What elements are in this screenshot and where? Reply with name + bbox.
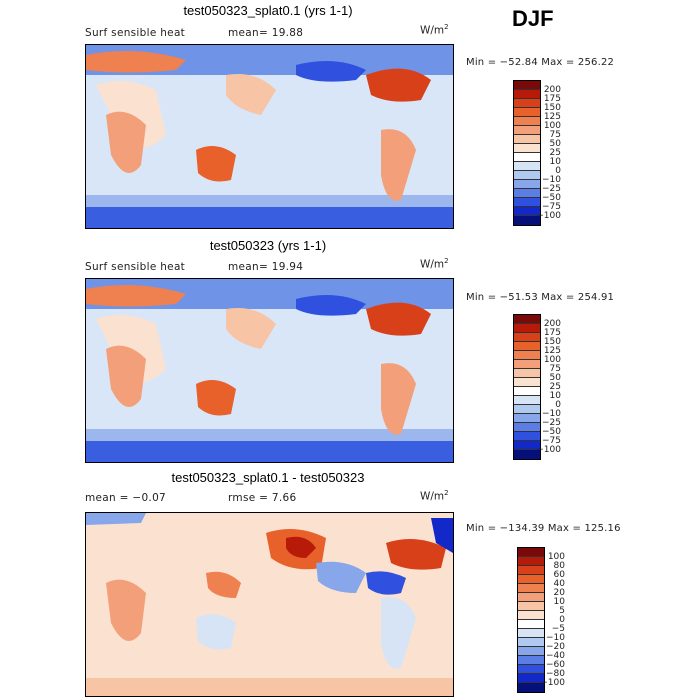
panel-title: test050323_splat0.1 - test050323 [171, 470, 365, 485]
mean-label: mean = −0.07 [85, 492, 167, 504]
panel-1: test050323_splat0.1 (yrs 1-1) Surf sensi… [0, 0, 700, 235]
world-map [85, 278, 454, 463]
colorbar-ticks: 200 175 150 125 100 75 50 25 10 0 −10 −25 −50−… [536, 85, 561, 221]
colorbar [513, 314, 541, 460]
colorbar [517, 547, 545, 693]
unit-label: W/m2 [420, 257, 449, 271]
panel-title: test050323_splat0.1 (yrs 1-1) [183, 3, 353, 18]
map-field [86, 513, 453, 696]
season-label: DJF [512, 6, 554, 31]
unit-label: W/m2 [420, 23, 449, 37]
map-field [86, 279, 453, 462]
field-label: Surf sensible heat [85, 261, 186, 273]
mean-label: mean= 19.88 [228, 27, 304, 39]
mean-label: mean= 19.94 [228, 261, 304, 273]
world-map [85, 44, 454, 229]
rmse-label: rmse = 7.66 [228, 492, 297, 504]
minmax-label: Min = −134.39 Max = 125.16 [466, 523, 621, 534]
world-map [85, 512, 454, 697]
unit-label: W/m2 [420, 489, 449, 503]
panel-3: test050323_splat0.1 - test050323 mean = … [0, 468, 700, 700]
minmax-label: Min = −51.53 Max = 254.91 [466, 292, 615, 303]
map-field [86, 45, 453, 228]
panel-2: test050323 (yrs 1-1) Surf sensible heat … [0, 235, 700, 470]
colorbar [513, 80, 541, 226]
minmax-label: Min = −52.84 Max = 256.22 [466, 57, 615, 68]
field-label: Surf sensible heat [85, 27, 186, 39]
panel-title: test050323 (yrs 1-1) [209, 238, 327, 253]
colorbar-ticks: 200 175 150 125 100 75 50 25 10 0 −10 −25 −50−… [536, 319, 561, 455]
